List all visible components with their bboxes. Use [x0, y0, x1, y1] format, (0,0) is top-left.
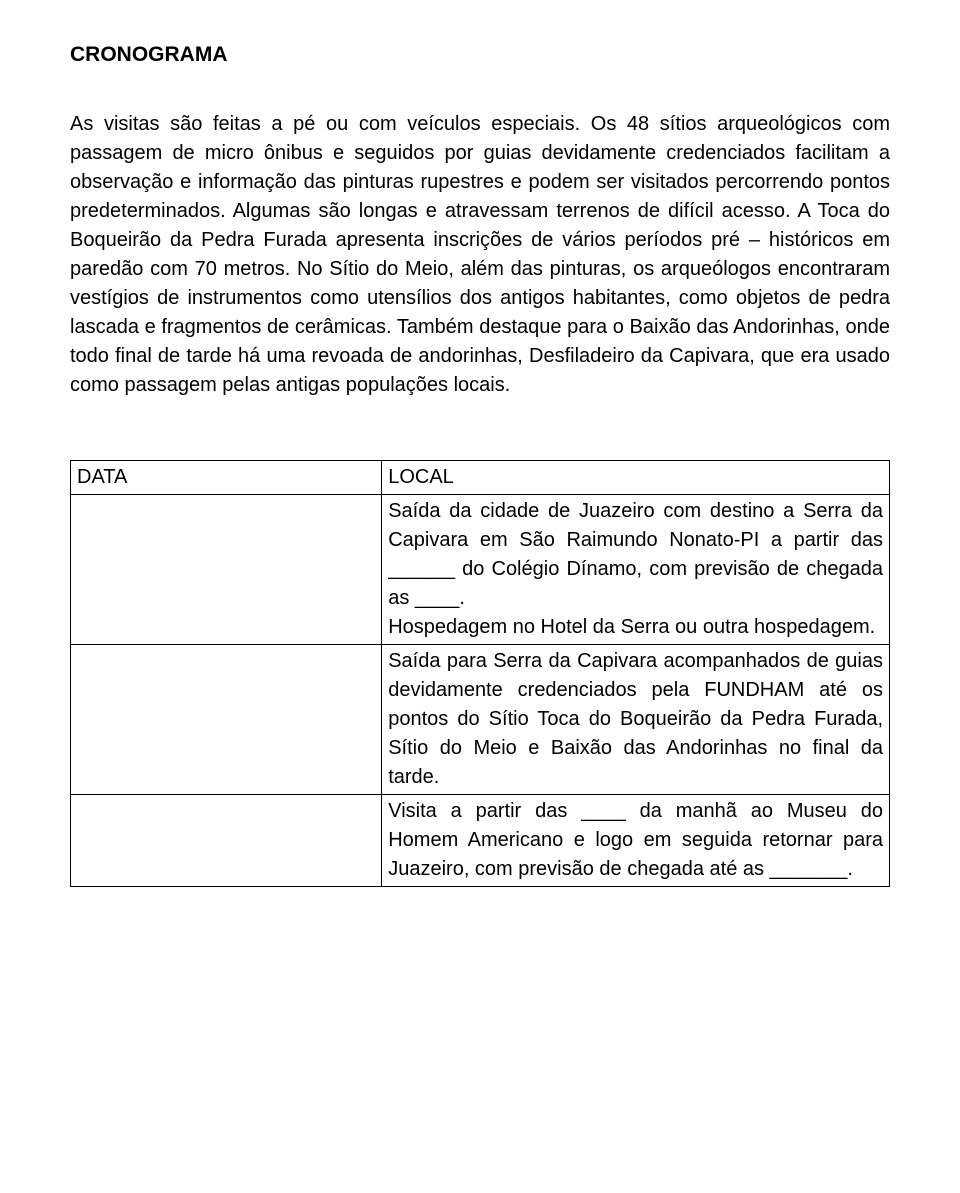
header-data: DATA	[71, 461, 382, 495]
intro-paragraph: As visitas são feitas a pé ou com veícul…	[70, 110, 890, 400]
cell-local: Saída para Serra da Capivara acompanhado…	[382, 645, 890, 795]
table-row: Visita a partir das ____ da manhã ao Mus…	[71, 795, 890, 887]
cell-local: Saída da cidade de Juazeiro com destino …	[382, 495, 890, 645]
table-header-row: DATA LOCAL	[71, 461, 890, 495]
header-local: LOCAL	[382, 461, 890, 495]
cell-data	[71, 645, 382, 795]
table-row: Saída para Serra da Capivara acompanhado…	[71, 645, 890, 795]
cell-local: Visita a partir das ____ da manhã ao Mus…	[382, 795, 890, 887]
page-title: CRONOGRAMA	[70, 40, 890, 70]
cell-data	[71, 495, 382, 645]
table-row: Saída da cidade de Juazeiro com destino …	[71, 495, 890, 645]
cell-data	[71, 795, 382, 887]
schedule-table: DATA LOCAL Saída da cidade de Juazeiro c…	[70, 460, 890, 887]
